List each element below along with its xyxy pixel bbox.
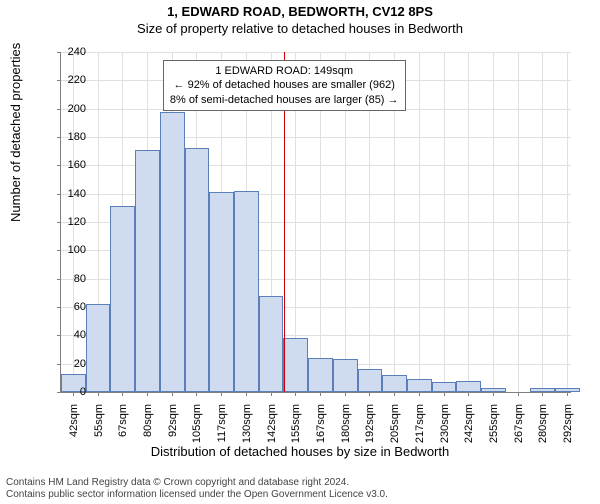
ytick-label: 120 bbox=[56, 216, 86, 228]
footer-line1: Contains HM Land Registry data © Crown c… bbox=[6, 477, 388, 489]
gridline-v bbox=[542, 52, 543, 392]
histogram-bar bbox=[135, 150, 160, 392]
histogram-bar bbox=[209, 192, 234, 392]
xtick-mark bbox=[147, 392, 148, 396]
xtick-mark bbox=[320, 392, 321, 396]
histogram-bar bbox=[259, 296, 284, 392]
gridline-h bbox=[61, 52, 571, 53]
xtick-mark bbox=[295, 392, 296, 396]
gridline-v bbox=[518, 52, 519, 392]
annotation-line2: ← 92% of detached houses are smaller (96… bbox=[170, 78, 399, 92]
xtick-mark bbox=[394, 392, 395, 396]
xtick-mark bbox=[345, 392, 346, 396]
histogram-bar bbox=[530, 388, 555, 392]
xtick-label: 42sqm bbox=[68, 404, 80, 454]
annotation-line3: 8% of semi-detached houses are larger (8… bbox=[170, 93, 399, 107]
footer-attribution: Contains HM Land Registry data © Crown c… bbox=[6, 477, 388, 501]
ytick-label: 180 bbox=[56, 131, 86, 143]
xtick-mark bbox=[246, 392, 247, 396]
xtick-label: 105sqm bbox=[191, 404, 203, 454]
xtick-label: 217sqm bbox=[414, 404, 426, 454]
xtick-label: 255sqm bbox=[488, 404, 500, 454]
histogram-bar bbox=[86, 304, 111, 392]
histogram-bar bbox=[432, 382, 457, 392]
ytick-label: 0 bbox=[56, 386, 86, 398]
ytick-label: 100 bbox=[56, 244, 86, 256]
histogram-bar bbox=[308, 358, 333, 392]
histogram-bar bbox=[234, 191, 259, 392]
histogram-chart: 1 EDWARD ROAD: 149sqm← 92% of detached h… bbox=[60, 52, 571, 393]
xtick-label: 192sqm bbox=[364, 404, 376, 454]
xtick-label: 155sqm bbox=[290, 404, 302, 454]
xtick-label: 230sqm bbox=[439, 404, 451, 454]
xtick-label: 167sqm bbox=[315, 404, 327, 454]
histogram-bar bbox=[110, 206, 135, 392]
xtick-mark bbox=[567, 392, 568, 396]
xtick-label: 180sqm bbox=[340, 404, 352, 454]
xtick-label: 242sqm bbox=[463, 404, 475, 454]
histogram-bar bbox=[555, 388, 580, 392]
xtick-mark bbox=[419, 392, 420, 396]
annotation-line1: 1 EDWARD ROAD: 149sqm bbox=[170, 64, 399, 78]
histogram-bar bbox=[283, 338, 308, 392]
xtick-mark bbox=[493, 392, 494, 396]
xtick-label: 117sqm bbox=[216, 404, 228, 454]
ytick-label: 160 bbox=[56, 159, 86, 171]
title-sub: Size of property relative to detached ho… bbox=[0, 21, 600, 36]
xtick-mark bbox=[98, 392, 99, 396]
ytick-label: 20 bbox=[56, 358, 86, 370]
xtick-mark bbox=[468, 392, 469, 396]
ytick-label: 240 bbox=[56, 46, 86, 58]
histogram-bar bbox=[185, 148, 210, 392]
ytick-label: 40 bbox=[56, 329, 86, 341]
xtick-mark bbox=[369, 392, 370, 396]
xtick-label: 267sqm bbox=[513, 404, 525, 454]
ytick-label: 220 bbox=[56, 74, 86, 86]
gridline-v bbox=[419, 52, 420, 392]
histogram-bar bbox=[333, 359, 358, 392]
annotation-box: 1 EDWARD ROAD: 149sqm← 92% of detached h… bbox=[163, 60, 406, 111]
xtick-label: 142sqm bbox=[266, 404, 278, 454]
xtick-mark bbox=[172, 392, 173, 396]
histogram-bar bbox=[456, 381, 481, 392]
xtick-mark bbox=[196, 392, 197, 396]
gridline-v bbox=[468, 52, 469, 392]
xtick-label: 280sqm bbox=[537, 404, 549, 454]
histogram-bar bbox=[358, 369, 383, 392]
y-axis-label: Number of detached properties bbox=[8, 43, 23, 222]
xtick-mark bbox=[542, 392, 543, 396]
xtick-mark bbox=[444, 392, 445, 396]
xtick-label: 92sqm bbox=[167, 404, 179, 454]
xtick-label: 55sqm bbox=[93, 404, 105, 454]
ytick-label: 80 bbox=[56, 273, 86, 285]
xtick-mark bbox=[518, 392, 519, 396]
gridline-v bbox=[493, 52, 494, 392]
histogram-bar bbox=[382, 375, 407, 392]
ytick-label: 200 bbox=[56, 103, 86, 115]
gridline-v bbox=[444, 52, 445, 392]
title-main: 1, EDWARD ROAD, BEDWORTH, CV12 8PS bbox=[0, 4, 600, 19]
xtick-label: 80sqm bbox=[142, 404, 154, 454]
xtick-label: 292sqm bbox=[562, 404, 574, 454]
xtick-mark bbox=[122, 392, 123, 396]
xtick-label: 205sqm bbox=[389, 404, 401, 454]
histogram-bar bbox=[407, 379, 432, 392]
gridline-v bbox=[567, 52, 568, 392]
xtick-mark bbox=[221, 392, 222, 396]
ytick-label: 60 bbox=[56, 301, 86, 313]
xtick-label: 67sqm bbox=[117, 404, 129, 454]
footer-line2: Contains public sector information licen… bbox=[6, 489, 388, 501]
gridline-h bbox=[61, 137, 571, 138]
xtick-label: 130sqm bbox=[241, 404, 253, 454]
histogram-bar bbox=[160, 112, 185, 393]
ytick-label: 140 bbox=[56, 188, 86, 200]
xtick-mark bbox=[271, 392, 272, 396]
histogram-bar bbox=[481, 388, 506, 392]
